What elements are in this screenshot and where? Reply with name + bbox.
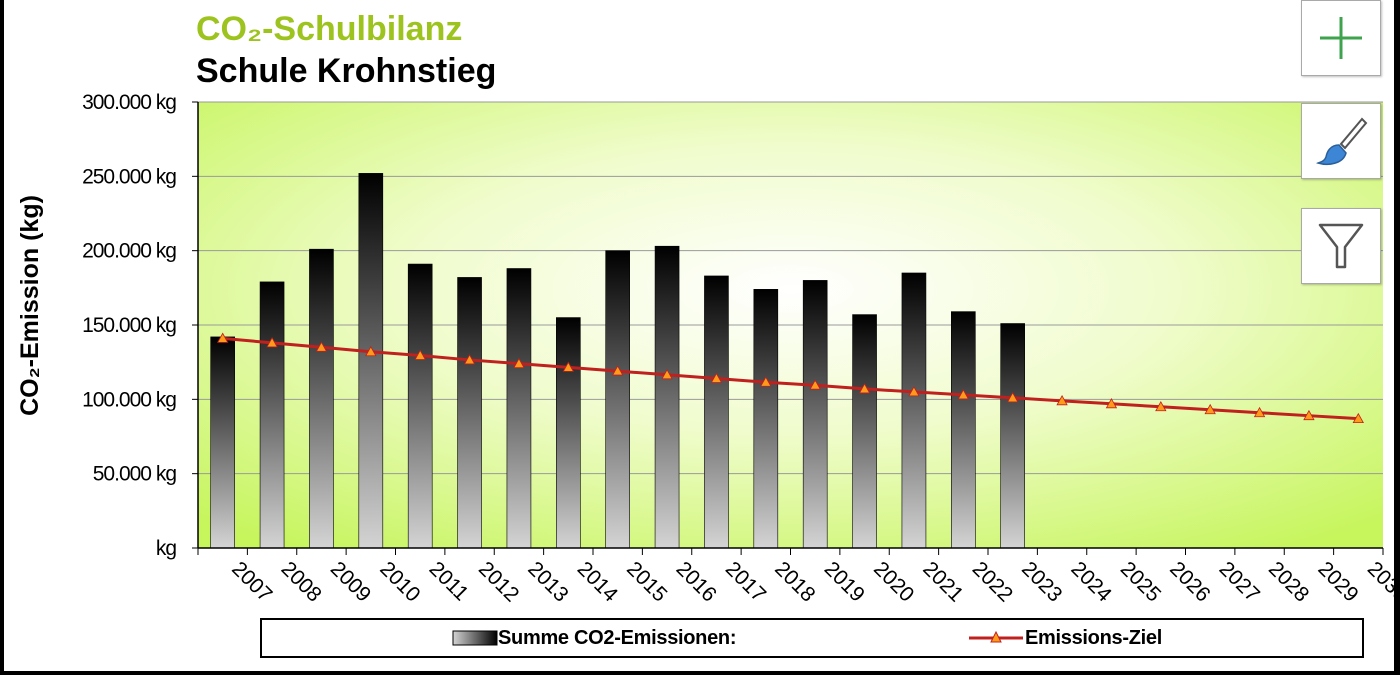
x-tick-label: 2023 <box>1017 557 1066 606</box>
x-tick-label: 2016 <box>672 557 721 606</box>
target-marker <box>1007 392 1019 403</box>
y-tick-label: 100.000 kg <box>82 388 176 411</box>
y-tick-label: 150.000 kg <box>82 314 176 337</box>
target-marker <box>809 379 821 390</box>
target-marker <box>612 365 624 376</box>
bar <box>654 245 680 549</box>
target-marker <box>858 383 871 394</box>
target-marker <box>1352 412 1364 424</box>
x-tick-label: 2021 <box>918 557 967 606</box>
legend-label-line: Emissions-Ziel <box>1025 626 1162 649</box>
bar <box>753 289 779 549</box>
legend-line-swatch <box>969 630 1023 643</box>
target-marker <box>562 361 574 372</box>
x-tick-label: 2009 <box>326 557 375 606</box>
target-marker <box>365 345 377 357</box>
x-tick-label: 2012 <box>474 557 523 606</box>
bar <box>852 314 877 549</box>
target-marker <box>1056 394 1068 406</box>
x-tick-label: 2019 <box>820 557 869 606</box>
bar <box>259 281 285 549</box>
x-tick-label: 2025 <box>1116 557 1165 606</box>
bar <box>457 277 482 549</box>
x-tick-label: 2013 <box>523 557 572 606</box>
x-tick-label: 2018 <box>770 557 819 606</box>
x-tick-label: 2026 <box>1165 557 1214 606</box>
x-tick-label: 2008 <box>277 557 326 606</box>
target-marker <box>760 376 772 387</box>
x-tick-label: 2011 <box>425 557 473 605</box>
target-marker <box>266 337 278 348</box>
target-marker <box>414 349 426 360</box>
legend-item-line: Emissions-Ziel <box>967 620 1162 656</box>
bar <box>556 317 581 549</box>
bar <box>309 248 334 549</box>
legend: Summe CO2-Emissionen: Emissions-Ziel <box>260 618 1364 658</box>
target-marker <box>1105 397 1118 409</box>
target-marker <box>1303 409 1315 421</box>
y-tick-label: 200.000 kg <box>82 240 176 263</box>
bar <box>605 250 630 549</box>
target-marker <box>957 389 969 400</box>
x-tick-label: 2007 <box>227 557 276 606</box>
target-marker <box>217 332 229 343</box>
legend-label-bars: Summe CO2-Emissionen: <box>498 626 737 649</box>
chart-filters-button[interactable] <box>1301 208 1381 284</box>
frame-left <box>0 0 4 675</box>
frame-bottom <box>0 671 1400 675</box>
y-tick-label: 300.000 kg <box>82 91 176 114</box>
x-tick-label: 2015 <box>622 557 671 606</box>
bar <box>210 336 235 549</box>
x-tick-label: 2029 <box>1313 557 1362 606</box>
bar <box>506 268 532 549</box>
funnel-icon <box>1318 223 1364 269</box>
frame-right <box>1394 0 1400 675</box>
bar <box>901 272 927 549</box>
y-tick-label: 250.000 kg <box>82 165 176 188</box>
chart-title: CO₂-Schulbilanz <box>196 10 463 48</box>
x-tick-label: 2027 <box>1215 557 1264 606</box>
bar <box>358 173 384 549</box>
target-marker <box>1253 406 1266 418</box>
x-tick-label: 2017 <box>721 557 770 606</box>
x-tick-label: 2030 <box>1363 557 1400 606</box>
paintbrush-icon <box>1315 117 1368 165</box>
plus-icon <box>1320 17 1362 59</box>
target-marker <box>661 368 673 380</box>
legend-item-bars: Summe CO2-Emissionen: <box>452 620 737 656</box>
target-marker <box>710 372 723 383</box>
legend-bar-swatch <box>452 630 498 646</box>
target-marker <box>513 357 525 369</box>
target-marker <box>1155 400 1167 412</box>
bar <box>951 311 976 549</box>
chart-subtitle: Schule Krohnstieg <box>196 52 497 90</box>
target-line <box>222 336 1359 421</box>
target-marker <box>315 341 328 352</box>
add-chart-element-button[interactable] <box>1301 0 1381 76</box>
x-tick-label: 2014 <box>573 557 623 607</box>
x-tick-label: 2022 <box>968 557 1017 606</box>
bar <box>1000 323 1025 549</box>
target-marker <box>908 386 920 397</box>
y-tick-label: 50.000 kg <box>93 463 177 486</box>
x-tick-label: 2010 <box>375 557 424 606</box>
bar <box>407 263 433 549</box>
target-marker <box>1204 403 1216 415</box>
x-tick-label: 2028 <box>1264 557 1313 606</box>
y-tick-label: kg <box>156 537 177 560</box>
chart-styles-button[interactable] <box>1301 103 1381 179</box>
target-marker <box>463 354 476 365</box>
bar <box>802 280 828 549</box>
bar <box>704 275 729 549</box>
x-tick-label: 2020 <box>869 557 918 606</box>
x-tick-label: 2024 <box>1067 557 1117 607</box>
